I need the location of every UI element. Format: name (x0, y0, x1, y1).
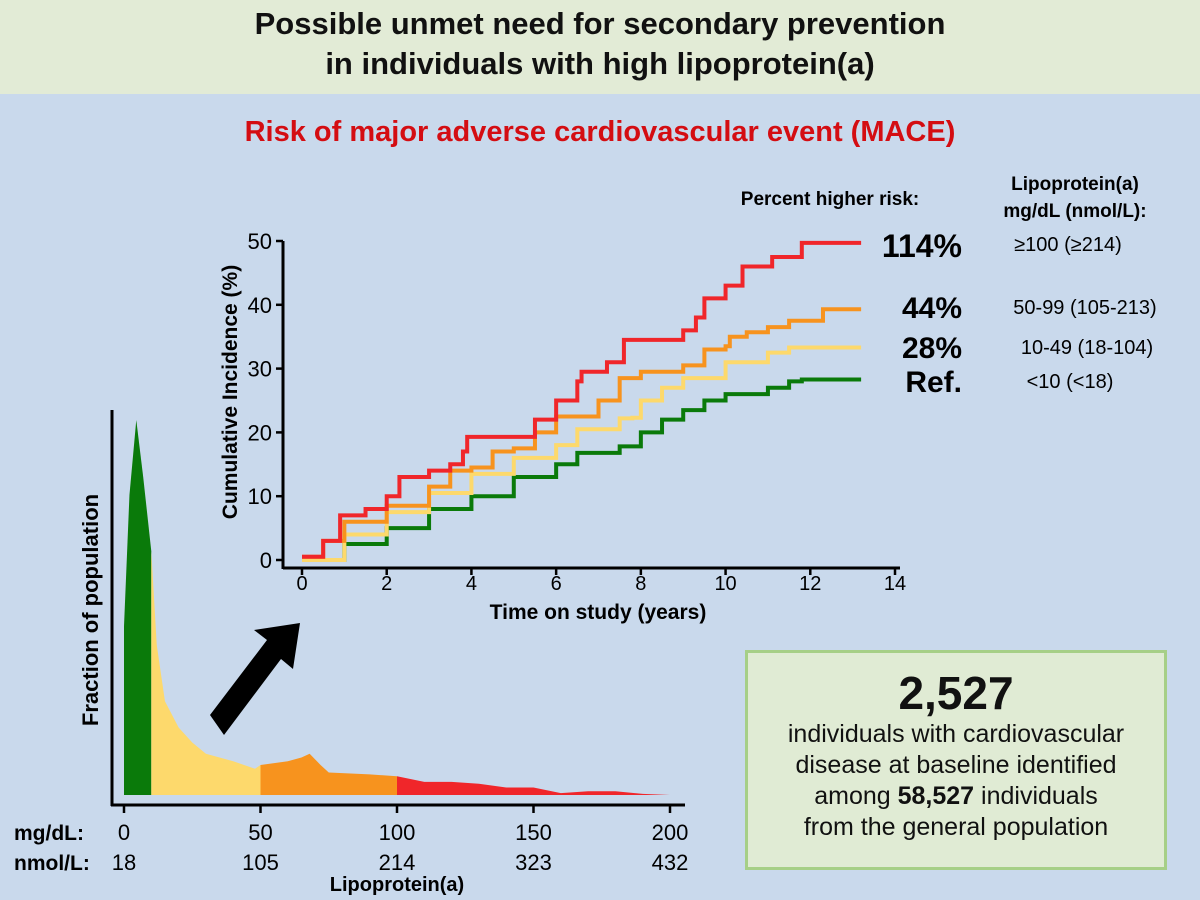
risk-header: Percent higher risk: (741, 189, 919, 210)
x-tick-label: 6 (551, 573, 562, 595)
arrow-icon (210, 623, 300, 735)
risk-44: 44% (902, 292, 962, 325)
nmol-tick-label: 105 (242, 850, 279, 875)
x-tick-label: 10 (714, 573, 736, 595)
x-tick-label: 4 (466, 573, 477, 595)
risk-ref: Ref. (905, 366, 962, 399)
info-line-3: among 58,527 individuals (748, 781, 1164, 812)
x-tick-label: 2 (381, 573, 392, 595)
mgdl-tick-label: 150 (515, 820, 552, 845)
y-tick-label: 20 (248, 420, 272, 445)
mgdl-tick-label: 0 (118, 820, 130, 845)
mgdl-row-label: mg/dL: (14, 822, 84, 845)
info-line-4: from the general population (803, 813, 1109, 841)
subtitle: Risk of major adverse cardiovascular eve… (244, 116, 956, 148)
range-0: ≥100 (≥214) (1014, 234, 1122, 256)
info-box: 2,527 individuals with cardiovascular di… (745, 650, 1167, 870)
x-tick-label: 8 (635, 573, 646, 595)
range-3: <10 (<18) (1027, 371, 1114, 393)
x-axis-label: Time on study (years) (490, 601, 707, 624)
x-axis-label: Lipoprotein(a) (330, 874, 464, 896)
x-tick-label: 14 (884, 573, 906, 595)
x-tick-label: 0 (296, 573, 307, 595)
mgdl-tick-label: 200 (652, 820, 689, 845)
nmol-row-label: nmol/L: (14, 852, 90, 875)
title-banner (0, 0, 1200, 94)
km-series-3 (302, 240, 862, 559)
km-series-1 (302, 345, 862, 562)
population-count: 58,527 (897, 782, 975, 810)
km-chart: 0 2 4 6 8 10 12 14 0 10 20 30 40 50 Time on study (yea… (219, 229, 906, 624)
y-tick-label: 0 (260, 548, 272, 573)
risk-114: 114% (882, 228, 962, 264)
density-segment-2 (260, 753, 397, 795)
distribution-chart: 01850105100214150323200432mg/dL:nmol/L:L… (14, 410, 688, 896)
mgdl-tick-label: 100 (379, 820, 416, 845)
case-count: 2,527 (898, 667, 1014, 719)
km-series-2 (302, 307, 862, 559)
y-tick-label: 40 (248, 293, 272, 318)
info-line-3-post: individuals (974, 782, 1098, 810)
density-segment-0 (124, 420, 152, 795)
nmol-tick-label: 432 (652, 850, 689, 875)
title-line-1: Possible unmet need for secondary preven… (254, 6, 946, 41)
nmol-tick-label: 18 (112, 850, 136, 875)
range-1: 50-99 (105-213) (1013, 297, 1156, 319)
y-axis-label: Fraction of population (78, 494, 103, 726)
density-segment-1 (151, 551, 261, 795)
nmol-tick-label: 323 (515, 850, 552, 875)
y-tick-label: 30 (248, 357, 272, 382)
range-2: 10-49 (18-104) (1021, 337, 1153, 359)
km-series-0 (310, 377, 862, 562)
lpa-header-2: mg/dL (nmol/L): (1003, 201, 1146, 222)
y-axis-label: Cumulative Incidence (%) (219, 265, 242, 519)
info-line-3-pre: among (814, 782, 898, 810)
info-line-2: disease at baseline identified (795, 751, 1117, 779)
density-segment-3 (397, 776, 670, 795)
info-line-1: individuals with cardiovascular (787, 720, 1125, 748)
mgdl-tick-label: 50 (248, 820, 272, 845)
x-tick-label: 12 (799, 573, 821, 595)
y-tick-label: 50 (248, 229, 272, 254)
lpa-header-1: Lipoprotein(a) (1011, 174, 1139, 195)
title-line-2: in individuals with high lipoprotein(a) (325, 46, 875, 81)
risk-28: 28% (902, 332, 962, 365)
nmol-tick-label: 214 (379, 850, 416, 875)
y-tick-label: 10 (248, 484, 272, 509)
